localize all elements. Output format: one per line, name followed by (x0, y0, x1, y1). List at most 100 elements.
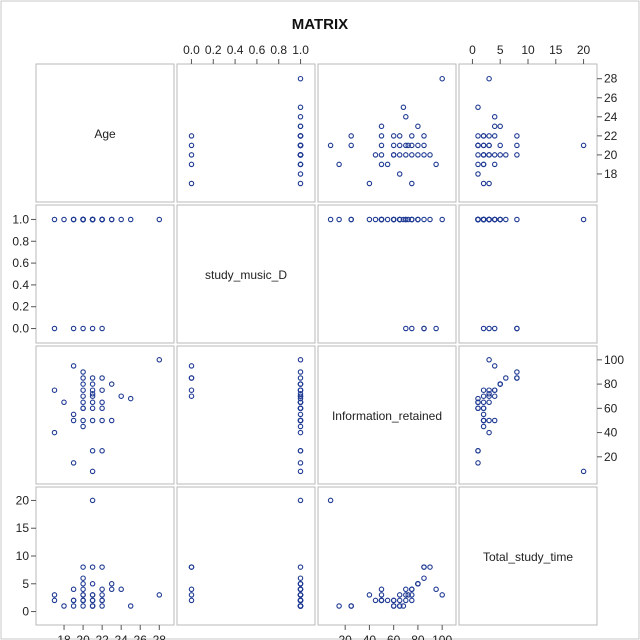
scatter-point (491, 387, 498, 393)
scatter-point (475, 152, 481, 158)
scatter-point (403, 114, 409, 120)
scatter-point (99, 448, 105, 454)
tick-label: 100 (432, 633, 452, 640)
scatter-point (396, 216, 403, 223)
scatter-point (366, 216, 373, 223)
matrix-cell-0-0: Age (35, 63, 175, 203)
tick-label: 0.6 (12, 256, 29, 270)
tick-label: 10 (16, 549, 30, 563)
scatter-point (297, 417, 304, 424)
tick-label: 20 (604, 450, 618, 464)
scatter-point (514, 142, 520, 149)
scatter-point (486, 393, 492, 399)
scatter-point (80, 417, 86, 424)
cell-frame (317, 345, 457, 485)
tick-label: 0.2 (205, 43, 222, 57)
scatter-point (99, 375, 105, 381)
scatter-point (480, 142, 487, 149)
scatter-point (486, 75, 492, 82)
scatter-point (118, 586, 124, 593)
scatter-point (297, 171, 304, 177)
scatter-point (409, 586, 415, 593)
scatter-point (409, 597, 415, 604)
scatter-point (70, 325, 77, 332)
scatter-point (156, 216, 163, 223)
scatter-point (384, 216, 391, 223)
scatter-point (503, 375, 509, 381)
scatter-point (188, 152, 195, 158)
scatter-point (297, 575, 304, 581)
scatter-point (99, 325, 105, 332)
scatter-point (89, 448, 96, 454)
scatter-point (297, 375, 304, 381)
scatter-point (297, 123, 304, 130)
scatter-point (475, 161, 481, 168)
scatter-point (580, 468, 587, 475)
scatter-point (491, 363, 498, 369)
scatter-point (89, 375, 96, 381)
scatter-point (405, 592, 411, 598)
scatter-point (99, 387, 105, 393)
scatter-point (297, 592, 304, 598)
scatter-point (475, 405, 481, 412)
diagonal-label: Total_study_time (483, 550, 573, 564)
scatter-point (118, 393, 124, 399)
scatter-point (348, 603, 354, 609)
scatter-point (118, 216, 124, 223)
scatter-point (486, 180, 492, 187)
scatter-point (475, 142, 481, 149)
matrix-cell-1-0 (35, 204, 175, 344)
scatter-point (400, 104, 407, 111)
scatter-point (396, 152, 403, 158)
scatter-point (378, 597, 385, 604)
scatter-point (297, 468, 304, 475)
tick-label: 20 (16, 493, 30, 507)
scatter-point (491, 216, 498, 223)
matrix-cell-1-2 (317, 204, 457, 344)
tick-label: 18 (57, 633, 71, 640)
scatter-point (491, 133, 498, 139)
scatter-point (427, 216, 433, 223)
scatter-point (108, 381, 115, 387)
scatter-point (475, 171, 481, 177)
scatter-point (415, 581, 421, 587)
tick-label: 10 (521, 43, 535, 57)
scatter-point (480, 180, 487, 187)
scatter-point (497, 123, 503, 130)
scatter-point (390, 152, 397, 158)
scatter-point (297, 497, 304, 504)
scatter-point (421, 133, 427, 139)
matrix-cell-2-3 (458, 345, 598, 485)
scatter-point (503, 216, 509, 223)
scatter-point (156, 357, 163, 363)
scatter-point (89, 381, 96, 387)
scatter-point (51, 387, 58, 393)
scatter-point (80, 575, 86, 581)
scatter-point (491, 123, 498, 130)
scatter-point (409, 152, 415, 158)
tick-label: 0.4 (227, 43, 244, 57)
tick-label: 22 (95, 633, 109, 640)
scatter-point (378, 586, 385, 593)
scatter-point (433, 161, 439, 168)
scatter-point (480, 387, 487, 393)
tick-label: 0.8 (270, 43, 287, 57)
scatter-point (70, 417, 77, 424)
scatter-point (327, 216, 334, 223)
scatter-point (378, 216, 385, 223)
scatter-point (400, 603, 407, 609)
scatter-point (403, 325, 409, 332)
tick-label: 15 (549, 43, 563, 57)
scatter-point (89, 216, 96, 223)
matrix-cell-2-1 (176, 345, 316, 485)
scatter-point (480, 411, 487, 418)
scatter-point (80, 423, 86, 430)
scatter-point (80, 387, 86, 393)
scatter-point (580, 142, 587, 149)
scatter-point (409, 180, 415, 187)
scatter-point (497, 152, 503, 158)
scatter-point (188, 142, 195, 149)
scatter-point (80, 564, 86, 570)
matrix-cell-3-1 (176, 486, 316, 626)
